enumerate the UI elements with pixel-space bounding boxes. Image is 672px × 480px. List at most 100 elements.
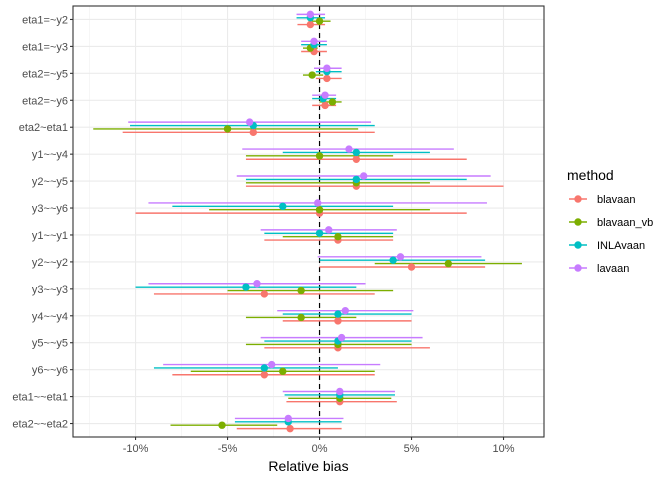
category-group: [93, 118, 375, 137]
y-tick-label: eta1~~eta1: [12, 392, 68, 404]
data-point: [444, 259, 453, 268]
legend: method blavaan blavaan_vb INLAvaan lavaan: [567, 167, 653, 275]
data-point: [315, 152, 324, 160]
data-point: [334, 317, 342, 325]
y-tick-label: y6~~y6: [32, 365, 68, 377]
data-point: [306, 20, 315, 29]
x-tick-label: -5%: [218, 443, 238, 455]
data-point: [352, 155, 361, 163]
data-point: [321, 101, 329, 110]
legend-title: method: [567, 167, 614, 183]
legend-key-point: [574, 241, 582, 249]
data-point: [297, 313, 305, 322]
legend-key-point: [574, 264, 582, 272]
data-point: [352, 148, 361, 157]
legend-item: blavaan_vb: [569, 217, 653, 229]
data-point: [396, 253, 405, 261]
data-point: [359, 172, 368, 180]
data-point: [389, 256, 397, 264]
y-tick-label: y2~~y2: [32, 257, 68, 269]
x-axis: -10% -5% 0% 5% 10%: [123, 437, 515, 455]
data-point: [321, 91, 329, 99]
y-tick-label: y5~~y5: [32, 338, 68, 350]
x-tick-label: 10%: [493, 443, 515, 455]
data-point: [286, 424, 294, 433]
category-group: [317, 253, 522, 271]
legend-label: lavaan: [597, 263, 629, 275]
data-point: [334, 232, 342, 241]
data-point: [260, 290, 269, 298]
category-group: [245, 306, 414, 325]
y-axis: eta1=~y2 eta1=~y3 eta2=~y5 eta2=~y6 eta2~eta…: [12, 14, 73, 431]
category-group: [301, 37, 327, 56]
data-point: [328, 98, 337, 106]
data-point: [284, 414, 292, 423]
category-group: [170, 414, 344, 433]
data-point: [249, 128, 258, 137]
data-point: [279, 202, 287, 211]
y-tick-label: y1~~y1: [32, 230, 68, 242]
category-group: [153, 360, 381, 379]
data-point: [308, 71, 316, 79]
category-group: [312, 91, 342, 110]
y-tick-label: eta2=~y5: [22, 68, 68, 80]
x-tick-label: 0%: [312, 443, 328, 455]
y-tick-label: y3~~y3: [32, 284, 68, 296]
y-tick-label: y2~~y5: [32, 176, 68, 188]
data-point: [337, 333, 346, 342]
data-point: [279, 367, 287, 376]
data-point: [334, 310, 342, 318]
category-group: [236, 172, 504, 190]
category-group: [302, 64, 342, 83]
y-tick-label: eta2~~eta2: [12, 419, 68, 431]
legend-label: blavaan: [597, 194, 636, 206]
y-tick-label: y3~~y6: [32, 203, 68, 215]
category-group: [260, 226, 397, 244]
legend-item: lavaan: [569, 263, 629, 275]
x-axis-title: Relative bias: [268, 458, 348, 474]
data-point: [407, 263, 416, 271]
data-point: [310, 37, 318, 46]
data-marks: [93, 10, 522, 433]
panel-border: [72, 5, 545, 438]
y-tick-label: eta1=~y2: [22, 14, 68, 26]
x-tick-label: 5%: [404, 443, 420, 455]
category-group: [296, 10, 331, 29]
category-group: [135, 280, 394, 298]
data-point: [323, 64, 331, 72]
legend-key-point: [574, 218, 582, 226]
legend-label: INLAvaan: [597, 240, 645, 252]
data-point: [352, 175, 361, 184]
y-tick-label: eta2~eta1: [19, 122, 68, 134]
category-group: [245, 333, 430, 352]
y-tick-label: y4~~y4: [32, 311, 68, 323]
data-point: [218, 421, 226, 429]
data-point: [223, 125, 232, 133]
legend-item: INLAvaan: [569, 240, 645, 252]
category-group: [135, 199, 487, 217]
data-point: [325, 226, 333, 234]
y-tick-label: eta2=~y6: [22, 95, 68, 107]
data-point: [260, 371, 269, 379]
data-point: [242, 283, 250, 291]
data-point: [268, 360, 276, 369]
y-tick-label: y1~~y4: [32, 149, 68, 161]
category-group: [242, 145, 467, 163]
legend-item: blavaan: [569, 194, 636, 206]
data-point: [297, 286, 305, 295]
data-point: [306, 10, 315, 19]
data-point: [341, 306, 349, 315]
data-point: [245, 118, 254, 126]
data-point: [336, 387, 344, 396]
data-point: [315, 206, 324, 214]
data-point: [260, 364, 269, 372]
legend-label: blavaan_vb: [597, 217, 653, 229]
data-point: [313, 199, 322, 207]
category-group: [282, 387, 397, 406]
data-point: [315, 17, 324, 25]
legend-key-point: [574, 195, 582, 203]
y-tick-label: eta1=~y3: [22, 41, 68, 53]
data-point: [253, 280, 261, 288]
data-point: [345, 145, 353, 153]
